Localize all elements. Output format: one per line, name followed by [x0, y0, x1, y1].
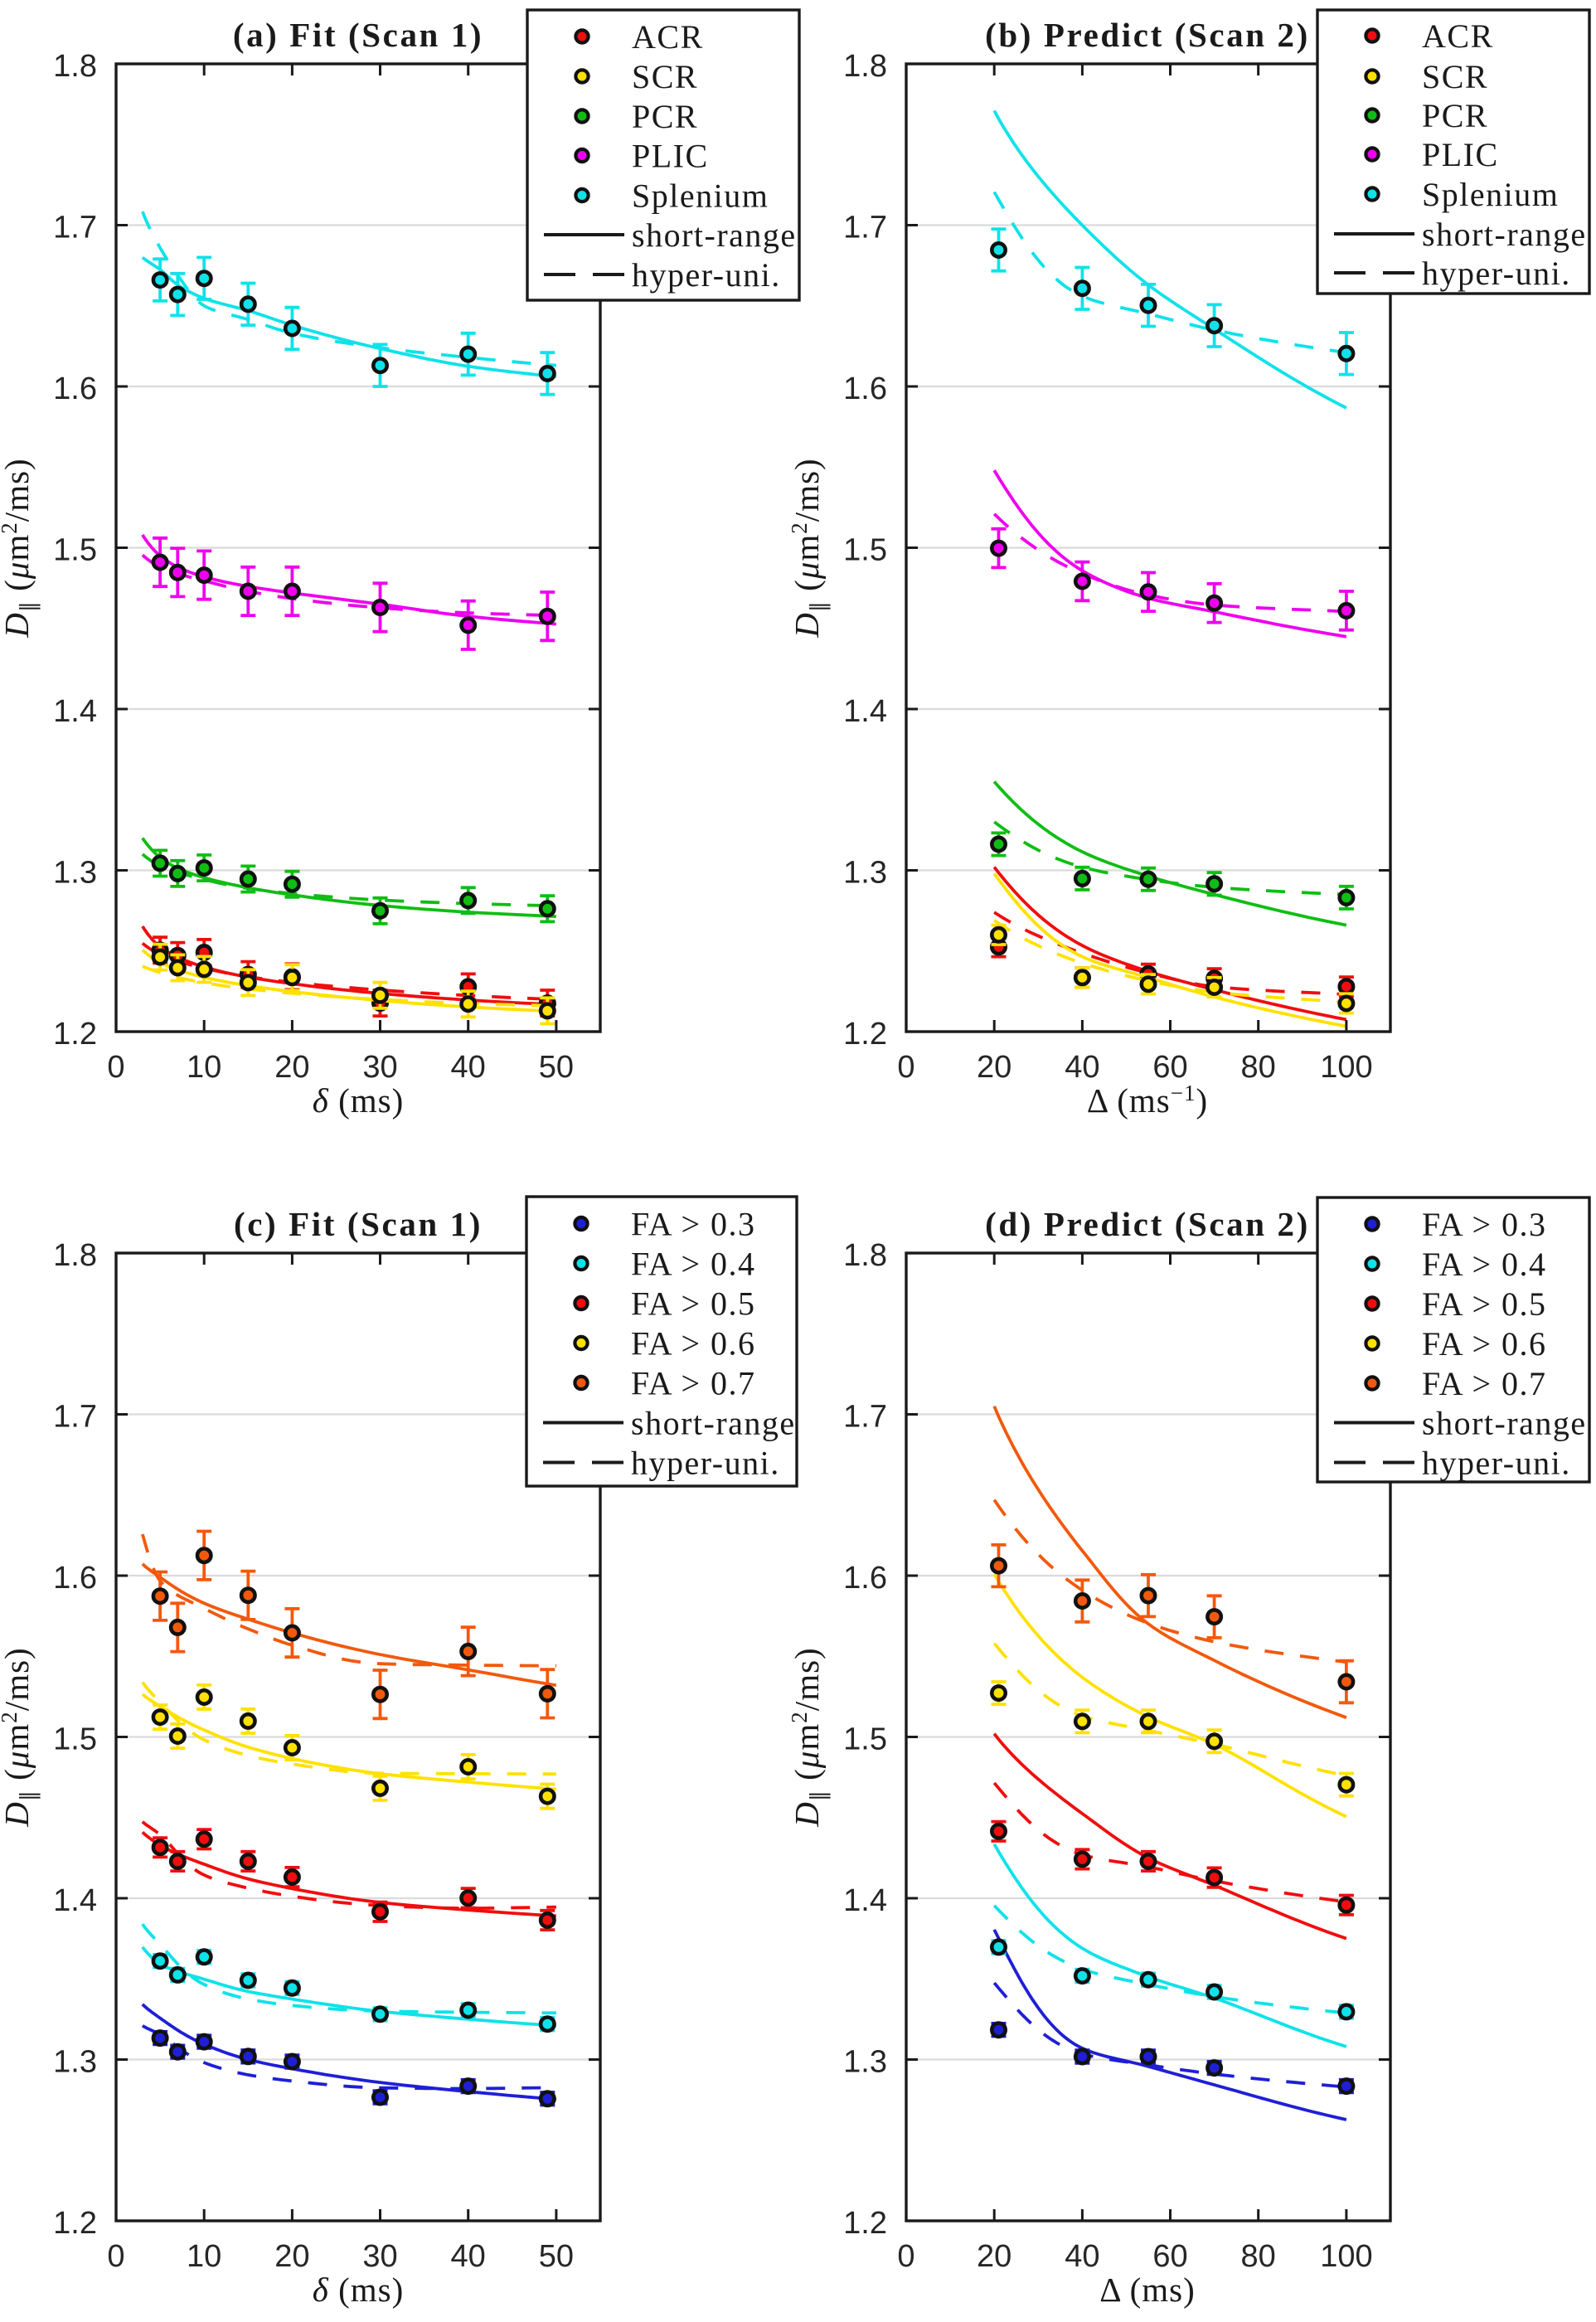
svg-text:short-range: short-range	[1422, 216, 1587, 253]
svg-text:1.3: 1.3	[53, 2045, 97, 2080]
svg-text:PLIC: PLIC	[632, 138, 709, 175]
svg-text:30: 30	[362, 2239, 397, 2274]
svg-text:1.6: 1.6	[53, 1561, 97, 1596]
svg-text:1.8: 1.8	[843, 49, 887, 84]
svg-text:40: 40	[451, 2239, 486, 2274]
svg-text:1.7: 1.7	[843, 211, 887, 245]
svg-text:0: 0	[897, 1050, 914, 1085]
svg-text:1.7: 1.7	[53, 1400, 97, 1435]
svg-text:ACR: ACR	[1422, 17, 1494, 55]
svg-text:hyper-uni.: hyper-uni.	[1422, 1445, 1571, 1482]
svg-text:40: 40	[451, 1050, 486, 1085]
svg-text:1.5: 1.5	[53, 1722, 97, 1757]
svg-text:10: 10	[187, 2239, 221, 2274]
svg-text:1.3: 1.3	[843, 2045, 887, 2080]
svg-text:FA > 0.7: FA > 0.7	[1422, 1365, 1547, 1402]
svg-text:δ (ms): δ (ms)	[313, 1081, 404, 1120]
svg-text:1.7: 1.7	[53, 211, 97, 245]
svg-text:1.8: 1.8	[843, 1238, 887, 1273]
svg-text:Splenium: Splenium	[1422, 176, 1559, 213]
svg-text:short-range: short-range	[631, 1405, 796, 1442]
svg-text:20: 20	[274, 1050, 309, 1085]
svg-text:(b) Predict (Scan 2): (b) Predict (Scan 2)	[985, 16, 1310, 54]
svg-text:50: 50	[539, 2239, 574, 2274]
svg-text:1.4: 1.4	[843, 694, 887, 729]
svg-text:1.6: 1.6	[843, 372, 887, 406]
svg-text:80: 80	[1241, 2239, 1276, 2274]
svg-text:FA > 0.7: FA > 0.7	[631, 1365, 756, 1402]
svg-text:20: 20	[977, 2239, 1011, 2274]
svg-text:20: 20	[977, 1050, 1011, 1085]
svg-text:FA > 0.6: FA > 0.6	[631, 1325, 756, 1363]
svg-text:1.7: 1.7	[843, 1400, 887, 1435]
svg-text:1.5: 1.5	[843, 1722, 887, 1757]
svg-text:1.2: 1.2	[53, 1017, 97, 1052]
svg-text:1.6: 1.6	[843, 1561, 887, 1596]
svg-text:FA > 0.6: FA > 0.6	[1422, 1325, 1547, 1363]
svg-text:D∥ (μm2/ms): D∥ (μm2/ms)	[0, 458, 41, 638]
svg-text:hyper-uni.: hyper-uni.	[631, 1445, 780, 1482]
svg-text:80: 80	[1241, 1050, 1276, 1085]
svg-text:ACR: ACR	[632, 18, 704, 56]
svg-text:FA > 0.4: FA > 0.4	[631, 1246, 756, 1283]
svg-text:1.2: 1.2	[53, 2206, 97, 2241]
svg-text:PCR: PCR	[632, 98, 698, 135]
svg-text:PLIC: PLIC	[1422, 136, 1499, 173]
svg-text:FA > 0.4: FA > 0.4	[1422, 1246, 1547, 1283]
svg-text:1.3: 1.3	[53, 856, 97, 891]
svg-text:1.4: 1.4	[53, 694, 97, 729]
svg-text:Δ (ms−1): Δ (ms−1)	[1087, 1081, 1208, 1120]
svg-text:1.2: 1.2	[843, 1017, 887, 1052]
svg-text:0: 0	[107, 2239, 124, 2274]
svg-text:SCR: SCR	[1422, 58, 1488, 95]
svg-text:60: 60	[1152, 2239, 1187, 2274]
svg-text:(c) Fit (Scan 1): (c) Fit (Scan 1)	[234, 1205, 483, 1243]
svg-text:1.3: 1.3	[843, 856, 887, 891]
svg-text:short-range: short-range	[1422, 1405, 1587, 1442]
svg-text:hyper-uni.: hyper-uni.	[632, 256, 781, 294]
svg-text:Splenium: Splenium	[632, 177, 769, 215]
svg-text:1.8: 1.8	[53, 49, 97, 84]
svg-text:(a) Fit (Scan 1): (a) Fit (Scan 1)	[233, 16, 483, 54]
svg-text:1.2: 1.2	[843, 2206, 887, 2241]
svg-text:(d) Predict (Scan 2): (d) Predict (Scan 2)	[985, 1205, 1310, 1243]
svg-text:Δ (ms): Δ (ms)	[1099, 2271, 1196, 2309]
svg-text:30: 30	[362, 1050, 397, 1085]
svg-text:1.4: 1.4	[53, 1883, 97, 1918]
svg-text:1.5: 1.5	[53, 533, 97, 568]
svg-text:1.8: 1.8	[53, 1238, 97, 1273]
svg-text:50: 50	[539, 1050, 574, 1085]
svg-text:10: 10	[187, 1050, 221, 1085]
svg-text:PCR: PCR	[1422, 97, 1488, 134]
svg-text:hyper-uni.: hyper-uni.	[1422, 255, 1571, 292]
svg-text:40: 40	[1065, 2239, 1099, 2274]
svg-text:1.5: 1.5	[843, 533, 887, 568]
svg-text:40: 40	[1065, 1050, 1099, 1085]
svg-text:D∥ (μm2/ms): D∥ (μm2/ms)	[787, 1647, 831, 1827]
svg-text:1.6: 1.6	[53, 372, 97, 406]
svg-text:100: 100	[1320, 1050, 1372, 1085]
svg-text:short-range: short-range	[632, 216, 797, 254]
svg-text:FA > 0.3: FA > 0.3	[631, 1206, 756, 1243]
svg-text:20: 20	[274, 2239, 309, 2274]
svg-text:FA > 0.3: FA > 0.3	[1422, 1206, 1547, 1243]
svg-text:60: 60	[1152, 1050, 1187, 1085]
svg-text:δ (ms): δ (ms)	[313, 2271, 404, 2309]
svg-text:100: 100	[1320, 2239, 1372, 2274]
svg-text:FA > 0.5: FA > 0.5	[631, 1285, 756, 1323]
svg-text:SCR: SCR	[632, 58, 698, 95]
svg-text:0: 0	[107, 1050, 124, 1085]
svg-text:FA > 0.5: FA > 0.5	[1422, 1285, 1547, 1323]
svg-text:1.4: 1.4	[843, 1883, 887, 1918]
svg-text:0: 0	[897, 2239, 914, 2274]
